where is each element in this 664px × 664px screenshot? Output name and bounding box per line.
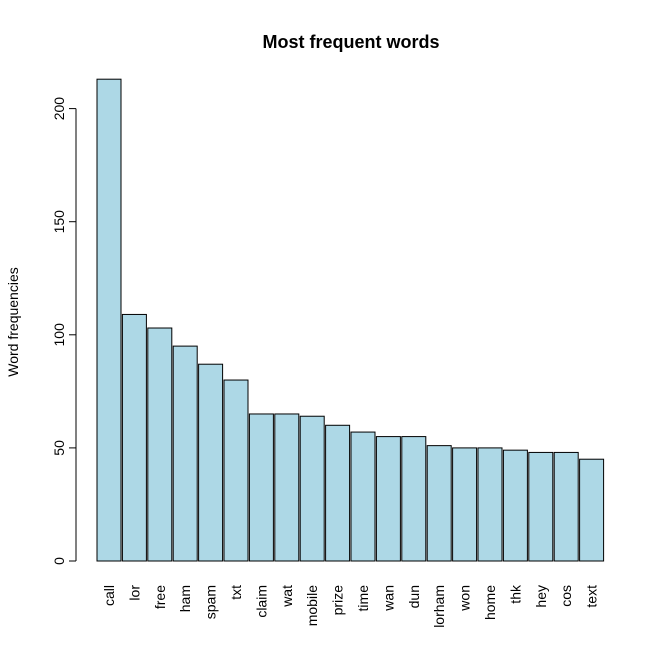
x-tick-label-lor: lor [126, 585, 142, 601]
x-tick-label-call: call [101, 585, 117, 606]
bar-mobile [299, 415, 325, 562]
bar-time [350, 431, 376, 562]
x-tick-label-home: home [482, 585, 498, 620]
y-tick-label: 100 [51, 323, 67, 347]
x-tick-label-claim: claim [253, 585, 269, 618]
bar-free [147, 327, 173, 562]
bar-cos [553, 451, 579, 562]
bar-home [477, 447, 503, 562]
x-tick-label-wan: wan [380, 585, 396, 612]
bar-thk [502, 449, 528, 562]
x-tick-label-dun: dun [406, 585, 422, 608]
x-tick-label-ham: ham [177, 585, 193, 612]
category-labels: call lor free ham spam txt claim wat mobile prize… [101, 584, 600, 628]
y-tick-label: 0 [51, 557, 67, 565]
bar-hey [528, 451, 554, 562]
bar-wat [274, 413, 300, 562]
y-axis-label: Word frequencies [5, 267, 21, 376]
x-tick-label-spam: spam [203, 585, 219, 619]
x-tick-label-prize: prize [330, 585, 346, 616]
x-tick-label-mobile: mobile [304, 585, 320, 626]
bar-wan [375, 436, 401, 562]
y-tick-label: 50 [51, 440, 67, 456]
x-tick-label-hey: hey [533, 585, 549, 608]
y-axis: 0 50 100 150 200 [51, 97, 77, 565]
bar-won [452, 447, 478, 562]
x-tick-label-time: time [355, 585, 371, 612]
y-tick-label: 150 [51, 210, 67, 234]
x-tick-label-cos: cos [558, 585, 574, 607]
x-tick-label-lorham: lorham [431, 585, 447, 628]
bar-text [579, 458, 605, 562]
x-tick-label-thk: thk [507, 584, 523, 604]
bar-ham [172, 345, 198, 562]
bar-claim [248, 413, 274, 562]
x-tick-label-wat: wat [279, 585, 295, 608]
y-tick-label: 200 [51, 97, 67, 121]
bar-prize [325, 424, 351, 562]
bar-spam [198, 363, 224, 562]
bar-txt [223, 379, 249, 562]
bar-call [96, 78, 122, 562]
x-tick-label-free: free [152, 585, 168, 609]
bar-lorham [426, 445, 452, 562]
bar-dun [401, 436, 427, 562]
bar-lor [121, 313, 147, 562]
bars-group [96, 78, 605, 562]
chart-title: Most frequent words [262, 32, 439, 52]
x-tick-label-text: text [584, 585, 600, 608]
x-tick-label-txt: txt [228, 585, 244, 600]
x-tick-label-won: won [457, 585, 473, 612]
